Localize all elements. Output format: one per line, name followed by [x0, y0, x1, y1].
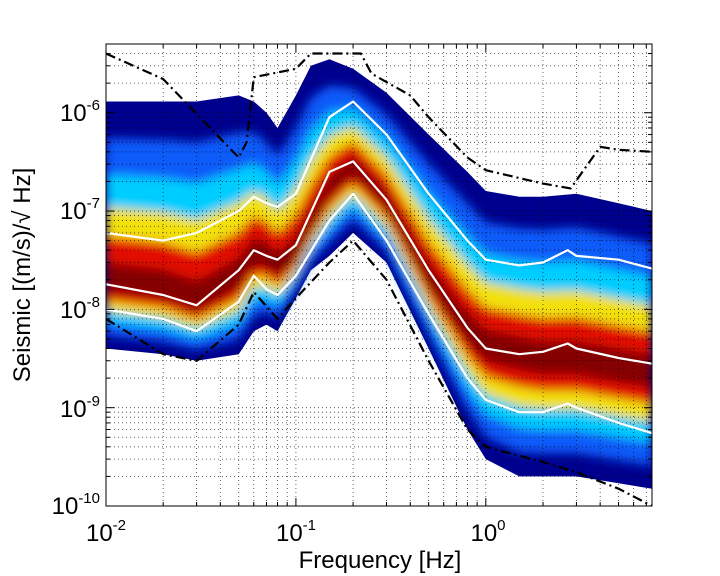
- grid-lines: [106, 44, 652, 506]
- x-axis-label: Frequency [Hz]: [299, 547, 462, 574]
- x-tick-label: 100: [470, 517, 505, 547]
- y-tick-label: 10-9: [60, 393, 100, 423]
- plot-frame: [105, 43, 653, 507]
- x-tick-label: 10-2: [86, 517, 126, 547]
- heatmap-blurred: [106, 85, 652, 466]
- series-high-noise-model: [106, 52, 652, 190]
- y-tick-label: 10-7: [60, 195, 100, 225]
- series-percentile-90: [106, 100, 652, 270]
- series-percentile-10: [106, 192, 652, 435]
- y-tick-label: 10-10: [52, 490, 100, 520]
- density-heatmap: [106, 59, 652, 489]
- series-lines: [106, 52, 652, 506]
- y-tick-label: 10-8: [60, 294, 100, 324]
- density-band-hot: [106, 156, 652, 388]
- series-percentile-50: [106, 160, 652, 365]
- y-axis-label: Seismic [(m/s)/√ Hz]: [9, 168, 36, 383]
- axis-ticks: [105, 43, 652, 507]
- series-low-noise-model: [106, 239, 652, 506]
- x-tick-label: 10-1: [276, 517, 316, 547]
- y-tick-label: 10-6: [60, 97, 100, 127]
